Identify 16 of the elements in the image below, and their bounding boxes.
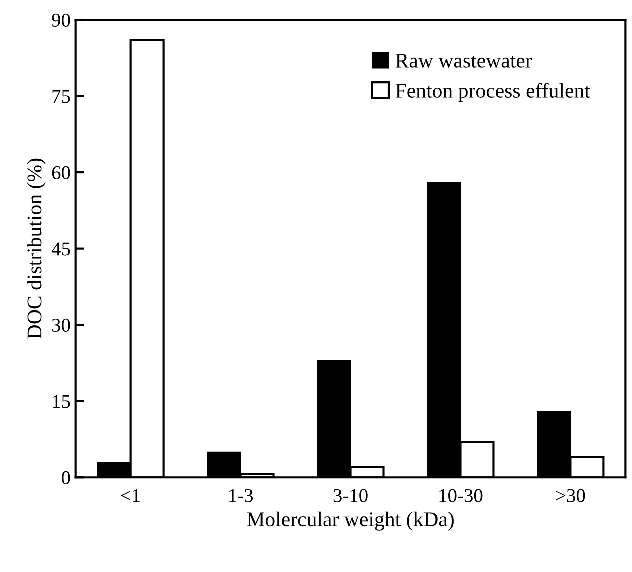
y-tick-label: 30 xyxy=(52,318,70,332)
x-tick-label: 1-3 xyxy=(230,489,253,502)
x-tick-label: <1 xyxy=(121,489,140,502)
x-tick-label: 10-30 xyxy=(440,489,483,502)
y-tick-label: 0 xyxy=(62,471,70,485)
y-tick-label: 15 xyxy=(53,395,70,408)
x-axis-title: Molercular weight (kDa) xyxy=(247,512,454,531)
x-tick-label: 3-10 xyxy=(334,489,368,502)
x-tick-label: >30 xyxy=(556,489,586,502)
y-tick-label: 60 xyxy=(52,166,70,180)
legend-label: Raw wastewater xyxy=(396,54,532,68)
y-tick-label: 75 xyxy=(52,90,70,104)
y-tick-label: 90 xyxy=(52,14,70,27)
legend-label: Fenton process effulent xyxy=(396,83,590,102)
y-tick-label: 45 xyxy=(52,242,70,256)
y-axis-title: DOC distribution (%) xyxy=(27,158,46,340)
